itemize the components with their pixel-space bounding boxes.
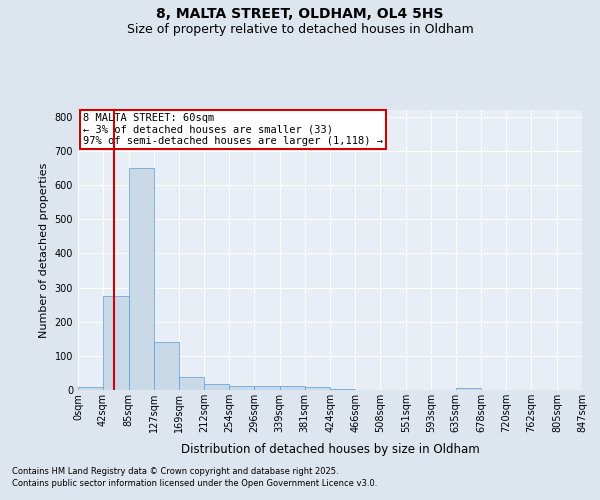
Bar <box>154 342 179 390</box>
Text: 8 MALTA STREET: 60sqm
← 3% of detached houses are smaller (33)
97% of semi-detac: 8 MALTA STREET: 60sqm ← 3% of detached h… <box>83 113 383 146</box>
Text: Contains HM Land Registry data © Crown copyright and database right 2025.: Contains HM Land Registry data © Crown c… <box>12 468 338 476</box>
Bar <box>229 386 254 390</box>
Text: 8, MALTA STREET, OLDHAM, OL4 5HS: 8, MALTA STREET, OLDHAM, OL4 5HS <box>156 8 444 22</box>
Y-axis label: Number of detached properties: Number of detached properties <box>39 162 49 338</box>
Bar <box>128 168 154 390</box>
Text: Contains public sector information licensed under the Open Government Licence v3: Contains public sector information licen… <box>12 479 377 488</box>
Bar <box>179 377 204 390</box>
Bar <box>254 386 280 390</box>
Bar <box>280 386 305 390</box>
Text: Distribution of detached houses by size in Oldham: Distribution of detached houses by size … <box>181 442 479 456</box>
Text: Size of property relative to detached houses in Oldham: Size of property relative to detached ho… <box>127 22 473 36</box>
Bar <box>330 388 355 390</box>
Bar <box>204 384 229 390</box>
Bar <box>305 386 330 390</box>
Bar <box>103 296 128 390</box>
Bar <box>456 388 481 390</box>
Bar <box>78 388 103 390</box>
